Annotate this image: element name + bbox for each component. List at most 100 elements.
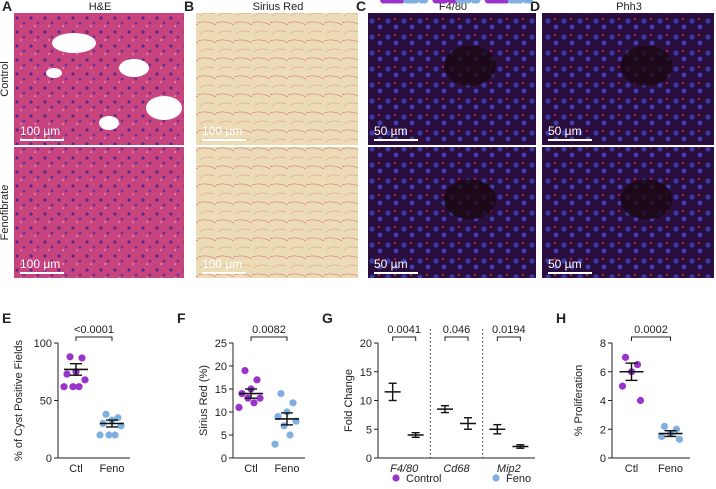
y-tick-label: 10 [215, 407, 227, 419]
scale-bar-label: 50 µm [374, 124, 408, 138]
data-point [280, 422, 288, 430]
data-point [60, 383, 68, 391]
panel-letter: B [184, 0, 194, 14]
data-point [69, 383, 77, 391]
y-tick-label: 20 [215, 361, 227, 373]
y-axis-title: % Proliferation [573, 365, 585, 437]
panel-title: Phh3 [616, 1, 642, 13]
y-axis-title: Sirius Red (%) [198, 365, 210, 436]
significance-bracket [250, 336, 288, 341]
p-value: 0.0194 [492, 324, 526, 336]
data-point [490, 0, 498, 4]
p-value: <0.0001 [74, 324, 114, 336]
data-point [484, 0, 492, 4]
legend-label: Control [406, 473, 441, 485]
y-tick-label: 0 [46, 453, 52, 465]
data-point [250, 399, 258, 407]
data-point [102, 410, 110, 418]
data-point [675, 435, 684, 443]
lumen [119, 59, 149, 77]
y-tick-label: 20 [360, 338, 372, 350]
significance-bracket [75, 336, 113, 341]
y-tick-label: 0 [221, 453, 227, 465]
p-value: 0.046 [443, 324, 471, 336]
data-point [496, 0, 504, 4]
data-point [286, 431, 294, 439]
micrograph [14, 147, 184, 278]
data-point [473, 0, 481, 4]
data-point [256, 394, 264, 402]
data-point [432, 0, 440, 4]
y-tick-label: 5 [221, 430, 227, 442]
legend-swatch [392, 474, 400, 482]
panel-letter: A [2, 0, 12, 14]
x-tick-label: F4/80 [390, 463, 419, 475]
data-point [438, 0, 446, 4]
data-point [421, 0, 429, 4]
x-tick-label: Cd68 [443, 463, 470, 475]
y-tick-label: 15 [360, 367, 372, 379]
data-point [525, 0, 533, 4]
data-point [81, 376, 89, 384]
data-point [271, 440, 279, 448]
y-tick-label: 8 [600, 338, 606, 350]
x-tick-label: Ctl [69, 463, 82, 475]
panel-title: H&E [89, 1, 112, 13]
data-point [111, 431, 119, 439]
significance-bracket [496, 336, 521, 341]
y-tick-label: 100 [34, 338, 52, 350]
y-tick-label: 5 [366, 424, 372, 436]
panel-letter: F [177, 310, 186, 326]
data-point [513, 0, 521, 4]
y-tick-label: 50 [40, 396, 52, 408]
data-point [63, 370, 71, 378]
p-value: 0.0082 [252, 324, 286, 336]
data-point [409, 0, 417, 4]
image-panels: A H&E 100 µm 100 µm B Sirius Red 100 µm 100 µm C… [0, 0, 714, 278]
y-tick-label: 0 [366, 453, 372, 465]
data-point [660, 422, 669, 430]
y-tick-label: 2 [600, 424, 606, 436]
y-axis-title: Fold Change [343, 369, 355, 432]
data-point [403, 0, 411, 4]
data-point [78, 354, 86, 362]
data-point [386, 0, 394, 4]
lumen [99, 116, 119, 130]
x-tick-label: Mip2 [497, 463, 521, 475]
data-point [657, 432, 666, 441]
data-point [507, 0, 515, 4]
data-point [96, 431, 104, 439]
data-point [455, 0, 463, 4]
significance-bracket [444, 336, 469, 341]
data-point [277, 390, 285, 398]
x-tick-label: Ctl [625, 463, 638, 475]
scale-bar-label: 100 µm [202, 124, 242, 138]
panel-letter: D [530, 0, 540, 14]
tissue-void [444, 45, 496, 86]
panel-title: Sirius Red [253, 1, 304, 13]
data-point [289, 399, 297, 407]
data-point [75, 383, 83, 391]
p-value: 0.0041 [387, 324, 421, 336]
significance-bracket [631, 336, 671, 341]
tissue-void [620, 45, 673, 86]
y-tick-label: 25 [215, 338, 227, 350]
scale-bar-label: 100 µm [20, 124, 60, 138]
y-tick-label: 6 [600, 367, 606, 379]
y-tick-label: 15 [215, 384, 227, 396]
significance-bracket [392, 336, 417, 341]
x-tick-label: Feno [274, 463, 299, 475]
scale-bar-label: 100 µm [20, 257, 60, 271]
scale-bar-label: 100 µm [202, 257, 242, 271]
panel-letter: G [322, 310, 333, 326]
y-tick-label: 10 [360, 396, 372, 408]
y-axis-title: % of Cyst Positive Fields [13, 339, 25, 461]
x-tick-label: Feno [658, 463, 683, 475]
y-tick-label: 4 [600, 396, 606, 408]
panel-title: F4/80 [439, 1, 467, 13]
data-point [461, 0, 469, 4]
data-point [235, 403, 243, 411]
panel-letter: H [556, 310, 566, 326]
